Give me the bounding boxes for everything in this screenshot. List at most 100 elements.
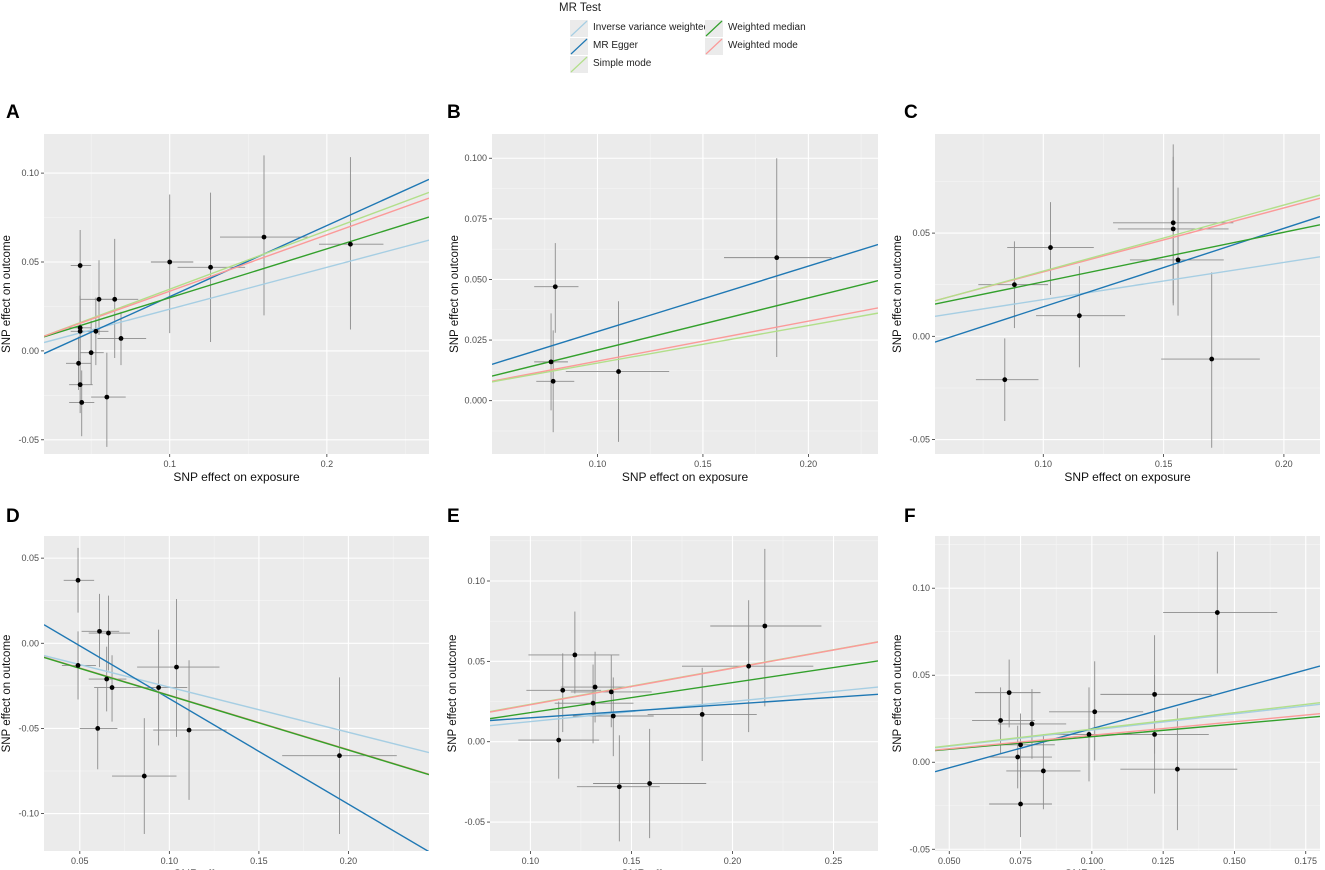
x-axis-title: SNP effect on exposure — [1064, 867, 1191, 870]
x-tick-label: 0.2 — [321, 459, 334, 469]
data-point — [616, 369, 621, 374]
x-axis-title: SNP effect on exposure — [622, 470, 749, 484]
data-point — [75, 577, 81, 583]
line-weighted-median — [44, 656, 429, 776]
line-simple-mode — [935, 194, 1320, 302]
x-tick-label: 0.10 — [589, 459, 607, 469]
y-tick-label: 0.10 — [467, 576, 485, 586]
line-simple-mode — [44, 191, 429, 337]
data-point — [590, 700, 596, 706]
x-tick-label: 0.20 — [724, 856, 742, 866]
data-point — [95, 726, 101, 731]
data-point — [1092, 709, 1098, 715]
data-point — [156, 685, 162, 690]
y-tick-label: 0.100 — [464, 153, 487, 163]
x-axis-title: SNP effect on exposure — [1064, 470, 1191, 484]
data-point — [109, 685, 115, 690]
x-tick-label: 0.10 — [1035, 459, 1053, 469]
data-point — [746, 663, 752, 669]
line-weighted-median — [490, 660, 878, 720]
panel-label-d: D — [6, 506, 20, 527]
data-point — [548, 359, 554, 365]
marks-f — [935, 551, 1320, 838]
data-point — [1029, 721, 1035, 727]
data-point — [550, 378, 556, 384]
data-point — [77, 263, 83, 268]
data-point — [647, 781, 653, 786]
data-point — [1152, 731, 1157, 737]
data-point — [186, 727, 192, 733]
data-point — [556, 737, 562, 743]
panel-e: E 0.10 0.15 0.20 0.25 -0.05 0.00 0.05 0.10 SNP e… — [443, 500, 878, 870]
plot-background-c — [935, 134, 1320, 454]
marks-e — [490, 548, 878, 842]
y-tick-label: 0.00 — [912, 757, 930, 767]
data-point — [348, 241, 353, 247]
plot-background-d — [44, 536, 429, 851]
x-axis-title: SNP effect on exposure — [173, 867, 300, 870]
data-point — [774, 255, 780, 261]
data-point — [97, 628, 102, 634]
data-point — [1175, 766, 1180, 772]
x-tick-label: 0.10 — [522, 856, 540, 866]
x-tick-label: 0.150 — [1223, 856, 1246, 866]
legend-label-weighted-mode: Weighted mode — [728, 40, 798, 51]
y-axis-title: SNP effect on outcome — [1, 635, 13, 753]
marks-a — [44, 155, 429, 447]
data-point — [1048, 245, 1053, 250]
y-tick-label: 0.000 — [464, 396, 487, 406]
data-point — [1018, 801, 1023, 807]
line-mr-egger — [44, 178, 429, 355]
x-tick-label: 0.25 — [825, 856, 843, 866]
legend-title: MR Test — [559, 2, 601, 14]
data-point — [93, 328, 99, 334]
data-point — [1170, 226, 1176, 232]
line-mr-egger — [490, 693, 878, 722]
data-point — [1076, 313, 1082, 319]
line-weighted-median — [935, 715, 1320, 752]
y-tick-label: 0.05 — [467, 656, 485, 666]
x-tick-label: 0.05 — [71, 856, 89, 866]
y-axis-title: SNP effect on outcome — [892, 635, 904, 753]
line-mr-egger — [44, 624, 429, 851]
y-tick-label: 0.00 — [467, 737, 485, 747]
x-tick-label: 0.15 — [250, 856, 268, 866]
y-axis-title: SNP effect on outcome — [1, 235, 13, 353]
data-point — [1175, 257, 1181, 263]
data-point — [762, 623, 768, 629]
legend-label-weighted-median: Weighted median — [728, 22, 806, 33]
line-inverse-variance-weighted — [490, 686, 878, 727]
data-point — [75, 663, 81, 668]
x-tick-label: 0.125 — [1152, 856, 1175, 866]
x-tick-label: 0.1 — [163, 459, 176, 469]
data-point — [610, 713, 616, 719]
data-point — [1170, 220, 1176, 226]
data-point — [76, 360, 81, 366]
plot-a: 0.1 0.2 -0.05 0.00 0.05 0.10 SNP effect on exp… — [1, 134, 429, 484]
x-tick-label: 0.20 — [1275, 459, 1293, 469]
y-axis-title: SNP effect on outcome — [447, 635, 459, 753]
plot-e: 0.10 0.15 0.20 0.25 -0.05 0.00 0.05 0.10 SNP eff… — [447, 536, 878, 870]
x-tick-label: 0.15 — [1155, 459, 1173, 469]
data-point — [552, 284, 558, 290]
x-tick-label: 0.20 — [800, 459, 818, 469]
data-point — [608, 689, 614, 695]
data-point — [1002, 377, 1008, 383]
panel-b: B 0.10 0.15 0.20 0.000 0.025 0.050 0.075 0.100 S… — [443, 96, 878, 484]
panel-label-c: C — [904, 102, 918, 123]
line-weighted-mode — [44, 197, 429, 337]
line-weighted-mode — [492, 307, 878, 382]
panel-f: F 0.050 0.075 0.100 0.125 0.150 0.175 -0.05 0.0… — [890, 500, 1325, 870]
data-point — [1006, 690, 1012, 696]
data-point — [106, 630, 111, 636]
x-tick-label: 0.175 — [1294, 856, 1317, 866]
y-axis-title: SNP effect on outcome — [449, 235, 461, 353]
line-weighted-median — [44, 216, 429, 338]
plot-c: 0.10 0.15 0.20 -0.05 0.00 0.05 SNP effect on e… — [892, 134, 1320, 484]
line-inverse-variance-weighted — [44, 239, 429, 344]
x-axis-title: SNP effect on exposure — [173, 470, 300, 484]
data-point — [167, 259, 173, 265]
plot-d: 0.05 0.10 0.15 0.20 -0.10 -0.05 0.00 0.05 SNP ef… — [1, 536, 429, 870]
data-point — [1040, 768, 1046, 774]
data-point — [208, 264, 213, 270]
